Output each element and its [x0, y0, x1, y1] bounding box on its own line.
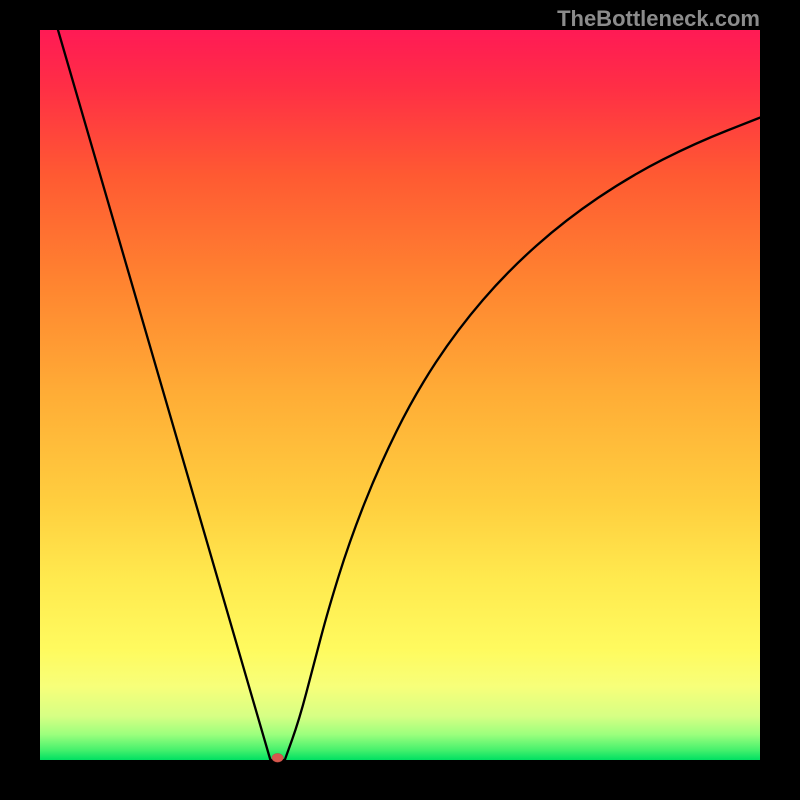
chart-frame: TheBottleneck.com [0, 0, 800, 800]
watermark-text: TheBottleneck.com [557, 6, 760, 32]
optimal-point-marker [272, 753, 284, 762]
curve-layer [40, 30, 760, 760]
plot-area [40, 30, 760, 760]
bottleneck-curve [58, 30, 760, 760]
